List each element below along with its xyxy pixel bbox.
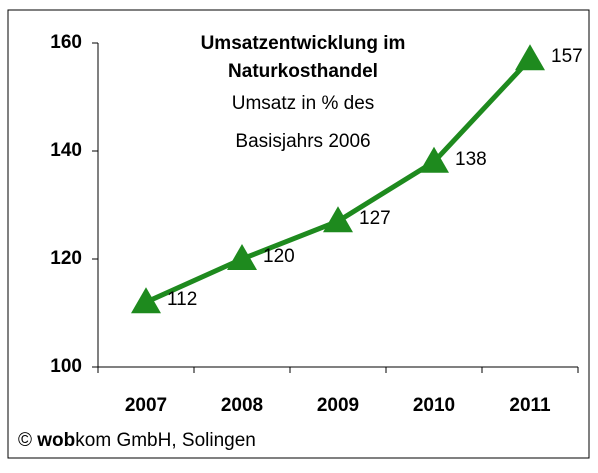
x-tick-label: 2009 <box>317 395 359 416</box>
x-tick-label: 2008 <box>221 395 263 416</box>
source-prefix: © <box>18 430 32 451</box>
data-label: 120 <box>263 246 295 267</box>
source-rest: kom GmbH, Solingen <box>75 430 256 451</box>
y-tick-label: 140 <box>50 140 82 161</box>
chart-title: Naturkosthandel <box>228 61 378 82</box>
data-label: 157 <box>551 46 583 67</box>
data-label: 127 <box>359 208 391 229</box>
marker <box>227 244 257 270</box>
source: © wobkom GmbH, Solingen <box>18 430 256 451</box>
marker <box>131 287 161 314</box>
marker <box>419 146 449 173</box>
y-tick-label: 160 <box>50 32 82 53</box>
data-label: 138 <box>455 149 487 170</box>
marker <box>323 206 353 233</box>
chart-title: Umsatzentwicklung im <box>201 33 406 54</box>
x-tick-label: 2011 <box>509 395 551 416</box>
data-label: 112 <box>167 289 197 310</box>
y-tick-label: 120 <box>50 248 82 269</box>
marker <box>515 44 545 71</box>
x-tick-label: 2007 <box>125 395 167 416</box>
y-tick-label: 100 <box>50 356 82 377</box>
subtitle: Umsatz in % des <box>232 93 375 114</box>
subtitle: Basisjahrs 2006 <box>235 131 370 152</box>
frame <box>7 9 590 459</box>
source-bold: wob <box>36 430 75 451</box>
x-tick-label: 2010 <box>413 395 455 416</box>
